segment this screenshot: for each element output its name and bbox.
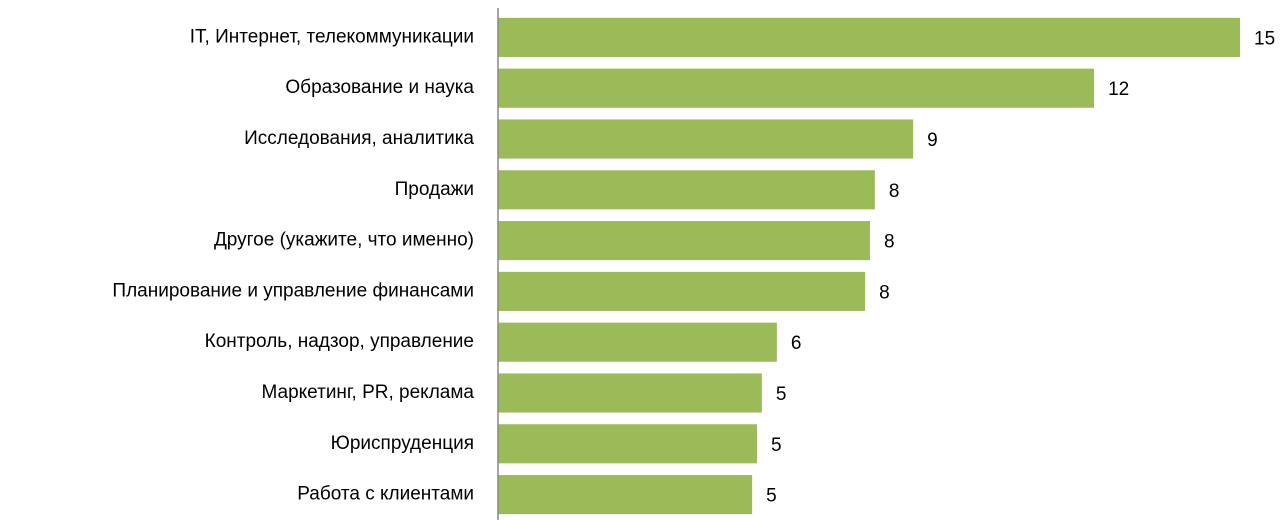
bar [498,68,1095,108]
data-label: 6 [791,333,802,354]
bar [498,322,777,362]
y-tick-label: IT, Интернет, телекоммуникации [190,26,474,47]
y-tick-label: Юриспруденция [331,433,474,454]
data-label: 8 [889,181,900,202]
data-label: 12 [1108,79,1129,100]
data-label: 9 [927,130,938,151]
bar [498,17,1241,57]
y-tick-label: Работа с клиентами [297,484,474,505]
data-label: 5 [776,384,787,405]
bar [498,221,870,261]
y-tick-label: Контроль, надзор, управление [205,331,474,352]
data-label: 8 [879,282,890,303]
bar [498,475,753,515]
data-label: 5 [771,435,782,456]
y-tick-label: Образование и наука [285,77,474,98]
data-label: 15 [1254,28,1275,49]
bar [498,271,866,311]
data-label: 5 [766,486,777,507]
y-tick-label: Маркетинг, PR, реклама [261,382,474,403]
bar [498,119,914,159]
bar [498,373,762,413]
bar [498,424,757,464]
y-tick-label: Другое (укажите, что именно) [214,230,474,251]
y-tick-label: Планирование и управление финансами [112,280,474,301]
bar [498,170,875,210]
data-label: 8 [884,232,895,253]
y-tick-label: Исследования, аналитика [244,128,474,149]
y-tick-label: Продажи [395,179,474,200]
